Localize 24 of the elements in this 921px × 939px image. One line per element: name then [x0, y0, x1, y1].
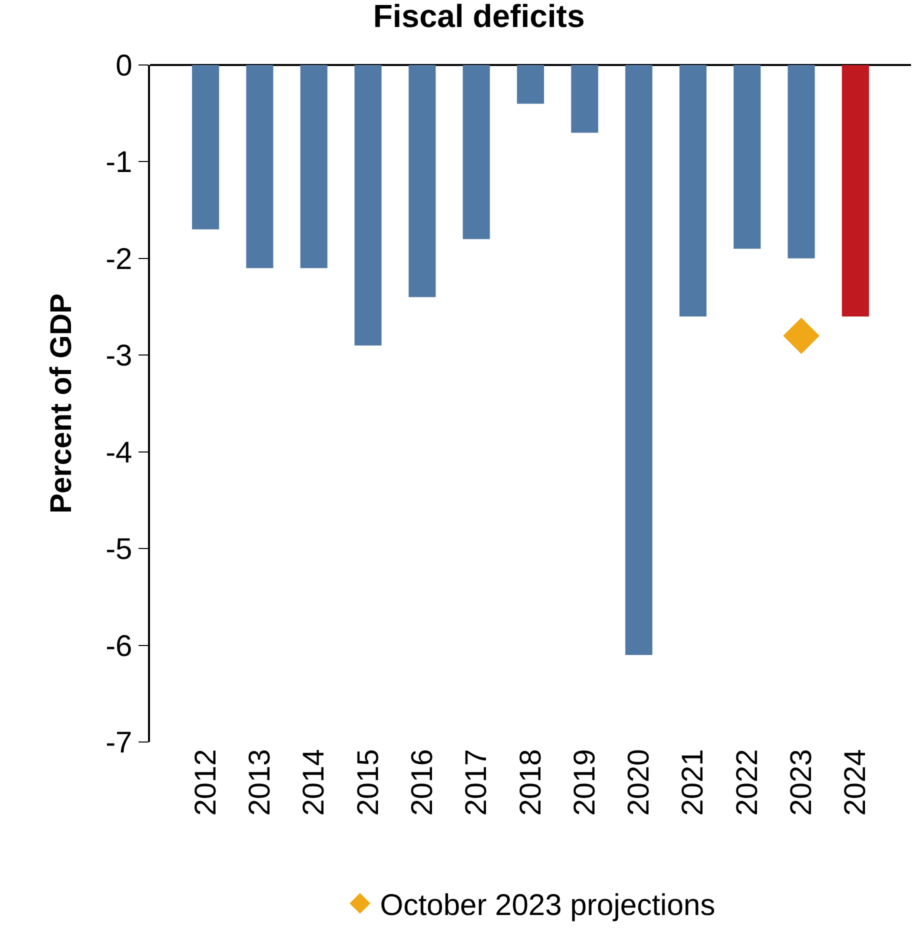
x-tick-label: 2019: [568, 749, 602, 816]
x-tick-label: 2015: [352, 749, 385, 816]
x-tick-label: 2013: [243, 749, 276, 816]
chart-title: Fiscal deficits: [373, 0, 585, 34]
x-tick-label: 2018: [514, 749, 548, 816]
y-axis-title: Percent of GDP: [45, 293, 78, 514]
y-tick-label: -1: [106, 146, 132, 180]
legend-label: October 2023 projections: [380, 889, 716, 922]
y-tick-label: -7: [106, 726, 132, 760]
y-tick-label: -2: [106, 242, 132, 276]
x-tick-label: 2020: [622, 749, 656, 816]
y-tick-label: -4: [106, 436, 132, 470]
y-tick-label: -6: [106, 630, 132, 663]
y-tick-label: 0: [116, 50, 132, 82]
x-tick-label: 2022: [730, 749, 764, 816]
x-tick-label: 2017: [460, 749, 494, 816]
x-tick-label: 2016: [406, 749, 439, 816]
x-tick-label: 2021: [676, 749, 710, 816]
y-tick-label: -5: [106, 533, 132, 566]
x-tick-label: 2014: [298, 749, 331, 816]
x-tick-label: 2024: [839, 749, 872, 816]
x-tick-label: 2023: [785, 749, 818, 816]
x-tick-label: 2012: [189, 749, 222, 816]
y-tick-label: -3: [106, 340, 132, 373]
